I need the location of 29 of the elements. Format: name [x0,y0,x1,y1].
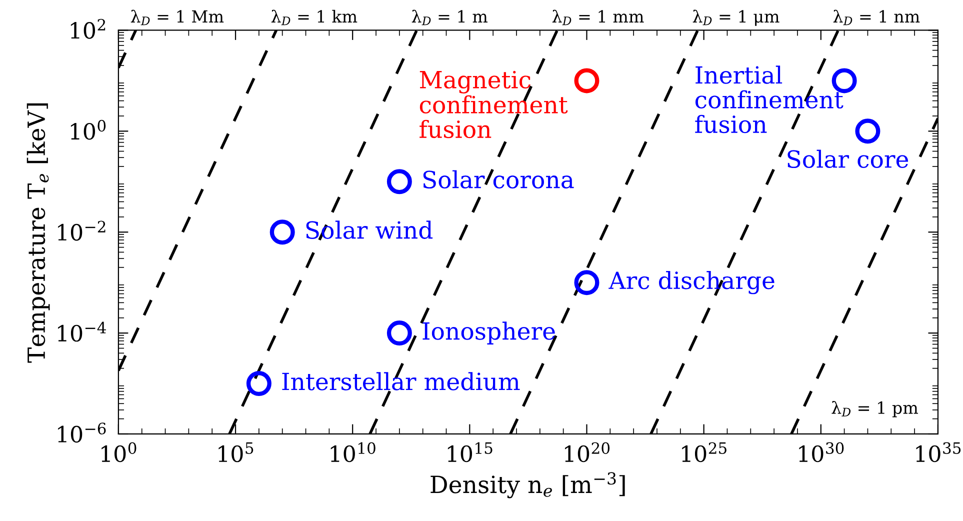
text: λ$_{D}$ = 1 Mm [130,10,224,26]
annotation: λ$_{D}$ = 1 pm [832,400,918,418]
text: λ$_{D}$ = 1 nm [833,10,920,26]
y-tick-label: 10$^{−2}$ [58,220,106,241]
text: λ$_{D}$ = 1 mm [552,10,644,26]
x-tick-label: 10$^{10}$ [330,442,376,462]
series-label: Inertial confinement fusion [695,66,844,134]
text: λ$_{D}$ = 1 km [271,10,358,26]
y-axis-title: Temperature T$_{e}$ [keV] [26,103,50,363]
series-label: Arc discharge [608,270,774,294]
x-axis-title: Density n$_{e}$ [m$^{−3}$] [430,472,625,498]
x-tick-label: 10$^{25}$ [682,442,726,462]
series-label: Magnetic confinement fusion [420,70,568,138]
x-tick-label: 10$^{15}$ [448,442,492,462]
text: λ$_{D}$ = 1 μm [692,10,780,26]
series-label: Interstellar medium [282,372,520,390]
x-tick-label: 10$^{0}$ [102,442,136,462]
x-tick-label: 10$^{30}$ [799,442,844,462]
y-tick-label: 10$^{−4}$ [58,322,106,342]
series-label: Ionosphere [422,322,555,344]
x-tick-label: 10$^{20}$ [565,442,610,462]
text: λ$_{D}$ = 1 m [412,10,488,26]
y-tick-label: 10$^{0}$ [70,120,106,140]
series-label: Solar core [788,150,908,168]
y-tick-label: 10$^{2}$ [70,18,106,39]
series-label: Solar corona [423,170,574,188]
x-tick-label: 10$^{35}$ [916,442,961,462]
x-tick-label: 10$^{5}$ [218,442,254,462]
y-tick-label: 10$^{−6}$ [58,422,106,443]
